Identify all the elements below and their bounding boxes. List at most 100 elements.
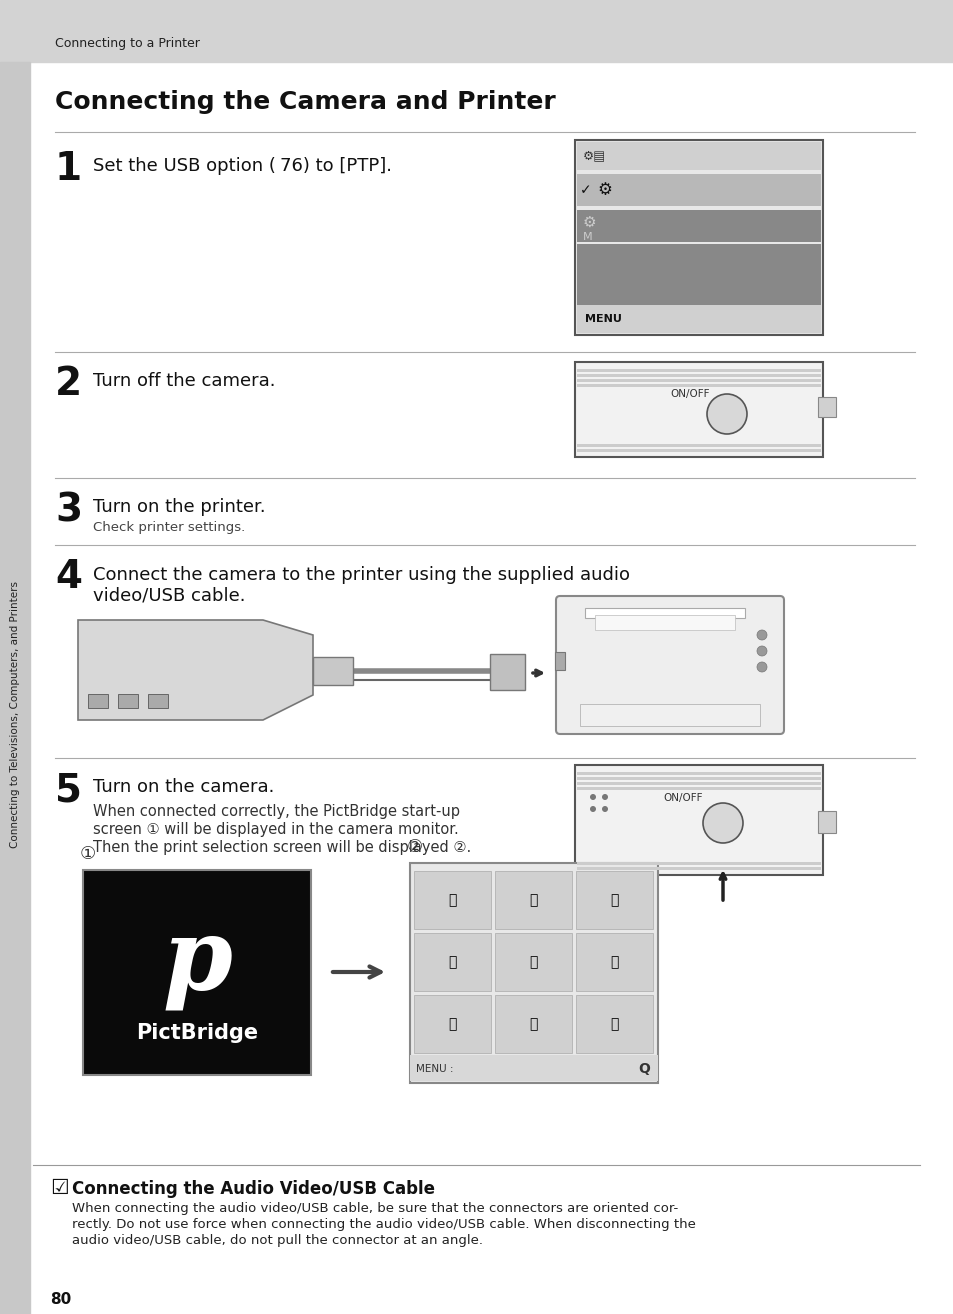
Bar (118, 694, 138, 708)
Text: 👤: 👤 (447, 894, 456, 907)
Bar (414, 995, 491, 1053)
Bar (410, 1055, 658, 1081)
Text: 2: 2 (55, 365, 82, 403)
Bar (577, 444, 821, 447)
Text: 👤: 👤 (609, 955, 618, 968)
Text: ON/OFF: ON/OFF (669, 389, 709, 399)
Text: ⚙: ⚙ (597, 181, 611, 198)
Text: 80: 80 (50, 1292, 71, 1307)
Text: 👤: 👤 (447, 1017, 456, 1031)
Bar (579, 704, 760, 727)
Bar (577, 142, 821, 170)
Text: Turn on the printer.: Turn on the printer. (92, 498, 265, 516)
Text: p: p (162, 913, 232, 1010)
Text: ②: ② (407, 838, 422, 855)
Text: MENU :: MENU : (416, 1064, 453, 1074)
Circle shape (706, 394, 746, 434)
Bar (495, 871, 572, 929)
Bar (584, 608, 744, 618)
Text: screen ① will be displayed in the camera monitor.: screen ① will be displayed in the camera… (92, 823, 458, 837)
Text: Connecting the Audio Video/USB Cable: Connecting the Audio Video/USB Cable (71, 1180, 435, 1198)
Text: Q: Q (638, 1062, 649, 1076)
Text: Connecting the Camera and Printer: Connecting the Camera and Printer (55, 89, 556, 114)
Bar (577, 777, 821, 781)
Bar (577, 384, 821, 388)
Text: Turn off the camera.: Turn off the camera. (92, 372, 275, 390)
Bar (577, 305, 821, 332)
Bar (495, 933, 572, 991)
Bar (577, 374, 821, 377)
FancyBboxPatch shape (556, 597, 783, 735)
Text: 👤: 👤 (528, 894, 537, 907)
Bar (83, 870, 311, 1075)
Text: MENU: MENU (584, 314, 621, 325)
Bar (575, 765, 822, 875)
Text: 👤: 👤 (609, 1017, 618, 1031)
Text: 76) to [PTP].: 76) to [PTP]. (280, 156, 392, 175)
Bar (410, 863, 658, 1083)
Bar (575, 361, 822, 457)
Bar (577, 173, 821, 206)
Text: 1: 1 (55, 150, 82, 188)
Bar (595, 615, 734, 629)
Bar (576, 871, 652, 929)
Bar (490, 654, 524, 690)
Text: Turn on the camera.: Turn on the camera. (92, 778, 274, 796)
Text: 👤: 👤 (528, 955, 537, 968)
Text: Connecting to a Printer: Connecting to a Printer (55, 38, 200, 50)
Bar (148, 694, 168, 708)
Text: PictBridge: PictBridge (135, 1024, 258, 1043)
Circle shape (601, 805, 607, 812)
Text: Check printer settings.: Check printer settings. (92, 520, 245, 533)
Text: Connect the camera to the printer using the supplied audio: Connect the camera to the printer using … (92, 566, 629, 583)
Text: 👤: 👤 (609, 894, 618, 907)
Text: ON/OFF: ON/OFF (662, 794, 701, 803)
Bar (577, 244, 821, 305)
Text: Set the USB option (: Set the USB option ( (92, 156, 275, 175)
Text: 👤: 👤 (447, 955, 456, 968)
Bar (0, 0, 953, 62)
Bar (577, 782, 821, 784)
Text: 4: 4 (55, 558, 82, 597)
Bar (817, 811, 835, 833)
Text: rectly. Do not use force when connecting the audio video/USB cable. When disconn: rectly. Do not use force when connecting… (71, 1218, 695, 1231)
Circle shape (757, 662, 766, 671)
Text: Connecting to Televisions, Computers, and Printers: Connecting to Televisions, Computers, an… (10, 581, 20, 848)
Text: audio video/USB cable, do not pull the connector at an angle.: audio video/USB cable, do not pull the c… (71, 1234, 482, 1247)
Text: 👤: 👤 (528, 1017, 537, 1031)
Text: ☑: ☑ (50, 1177, 69, 1198)
Text: When connected correctly, the PictBridge start-up: When connected correctly, the PictBridge… (92, 804, 459, 819)
Text: ✓: ✓ (579, 183, 591, 197)
Text: ⚙: ⚙ (582, 214, 596, 230)
Polygon shape (78, 620, 313, 720)
Text: ①: ① (80, 845, 96, 863)
Bar (414, 871, 491, 929)
Bar (577, 867, 821, 870)
Bar (576, 995, 652, 1053)
Bar (577, 210, 821, 242)
Circle shape (702, 803, 742, 844)
Circle shape (589, 805, 596, 812)
Text: 3: 3 (55, 491, 82, 530)
Text: 5: 5 (55, 771, 82, 809)
Bar (495, 995, 572, 1053)
Text: When connecting the audio video/USB cable, be sure that the connectors are orien: When connecting the audio video/USB cabl… (71, 1202, 678, 1215)
Bar (575, 141, 822, 335)
Bar (555, 652, 564, 670)
Bar (577, 773, 821, 775)
Bar (577, 378, 821, 382)
Bar (0, 62, 30, 1314)
Bar (577, 862, 821, 865)
Text: video/USB cable.: video/USB cable. (92, 586, 245, 604)
Bar (88, 694, 108, 708)
Circle shape (757, 629, 766, 640)
Text: M: M (582, 233, 592, 242)
Bar (313, 657, 353, 685)
Bar (577, 787, 821, 790)
Bar (576, 933, 652, 991)
Bar (414, 933, 491, 991)
Circle shape (601, 794, 607, 800)
Bar (577, 369, 821, 372)
Bar (577, 449, 821, 452)
Text: Then the print selection screen will be displayed ②.: Then the print selection screen will be … (92, 840, 471, 855)
